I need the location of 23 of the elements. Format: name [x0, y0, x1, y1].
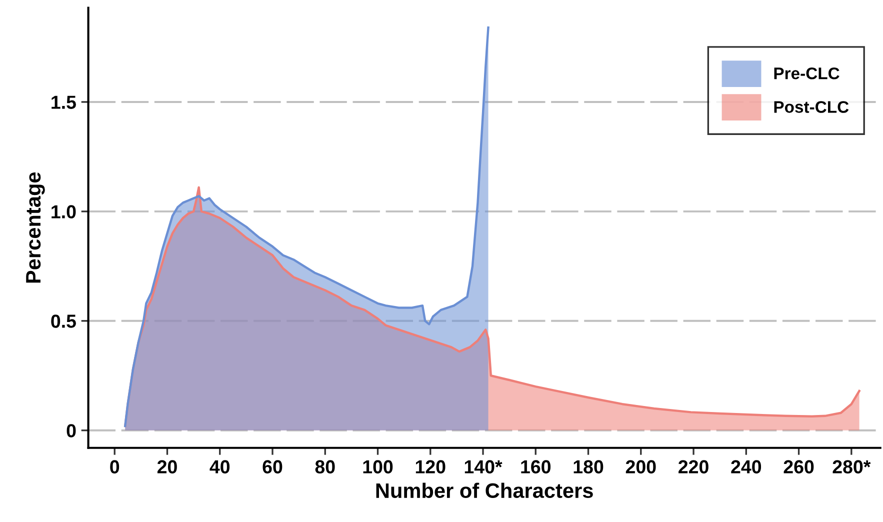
- x-tick-label: 40: [210, 460, 230, 474]
- y-tick-label: 1.0: [52, 205, 76, 218]
- x-tick-label: 60: [262, 460, 282, 474]
- x-tick-label: 20: [157, 460, 177, 474]
- x-tick-label: 260: [784, 460, 814, 474]
- legend-label: Post-CLC: [774, 101, 849, 113]
- legend-label: Pre-CLC: [774, 67, 840, 80]
- x-tick-label: 180: [574, 460, 604, 474]
- x-tick-label: 280*: [832, 460, 871, 474]
- x-tick-label: 200: [626, 460, 656, 474]
- y-axis-title: Percentage: [26, 172, 45, 283]
- x-tick-label: 220: [678, 460, 708, 474]
- y-tick-label: 0: [66, 424, 76, 438]
- x-tick-label: 160: [521, 460, 551, 474]
- x-axis-title: Number of Characters: [376, 482, 593, 498]
- x-tick-label: 0: [110, 460, 120, 474]
- x-tick-label: 240: [731, 460, 762, 474]
- x-tick-label: 120: [416, 460, 446, 474]
- y-tick-label: 1.5: [52, 96, 76, 109]
- x-tick-label: 80: [315, 460, 335, 474]
- x-tick-label: 100: [363, 460, 393, 474]
- x-tick-label: 140*: [464, 460, 502, 474]
- y-tick-label: 0.5: [51, 314, 76, 328]
